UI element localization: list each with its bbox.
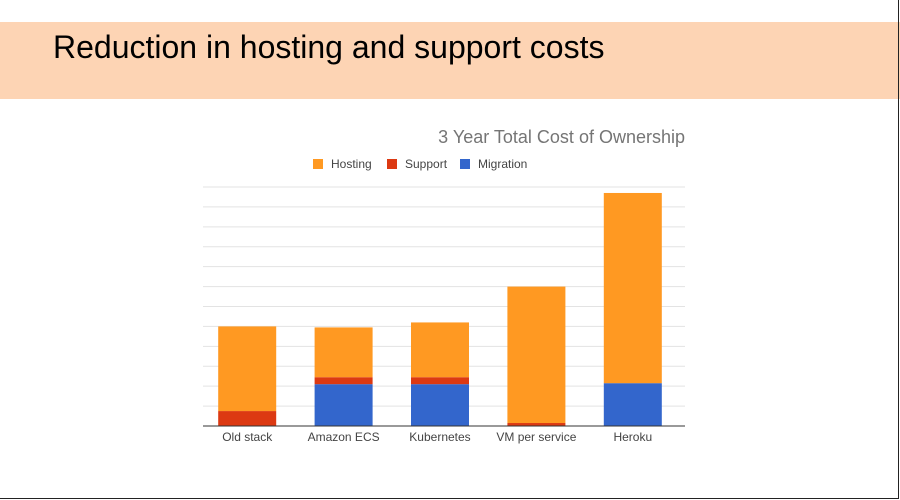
legend-label-support: Support (405, 157, 448, 171)
chart-title: 3 Year Total Cost of Ownership (438, 127, 685, 147)
x-tick-label: VM per service (496, 430, 576, 444)
legend-swatch-hosting (313, 159, 323, 169)
bar-hosting-vm-per-service (507, 286, 566, 424)
bar-support-vm-per-service (507, 423, 566, 426)
x-axis-tick-labels: Old stack Amazon ECS Kubernetes VM per serv… (222, 430, 652, 444)
x-tick-label: Amazon ECS (308, 430, 380, 444)
chart-legend: Hosting Support Migration (313, 157, 527, 171)
bar-migration-heroku (603, 383, 662, 426)
x-tick-label: Kubernetes (409, 430, 470, 444)
bar-hosting-old-stack (218, 326, 277, 412)
x-tick-label: Old stack (222, 430, 273, 444)
legend-label-hosting: Hosting (331, 157, 372, 171)
bar-support-amazon-ecs (314, 377, 373, 385)
bar-hosting-amazon-ecs (314, 327, 373, 378)
legend-swatch-support (387, 159, 397, 169)
bar-support-kubernetes (411, 377, 469, 385)
bar-migration-kubernetes (411, 384, 469, 426)
x-tick-label: Heroku (613, 430, 652, 444)
bar-migration-amazon-ecs (314, 384, 373, 426)
bar-hosting-heroku (603, 192, 662, 384)
bar-support-old-stack (218, 411, 277, 426)
slide-title: Reduction in hosting and support costs (53, 29, 605, 65)
legend-swatch-migration (460, 159, 470, 169)
bar-hosting-kubernetes (411, 322, 469, 378)
legend-label-migration: Migration (478, 157, 527, 171)
title-band (0, 22, 900, 99)
chart-bars (218, 192, 662, 426)
